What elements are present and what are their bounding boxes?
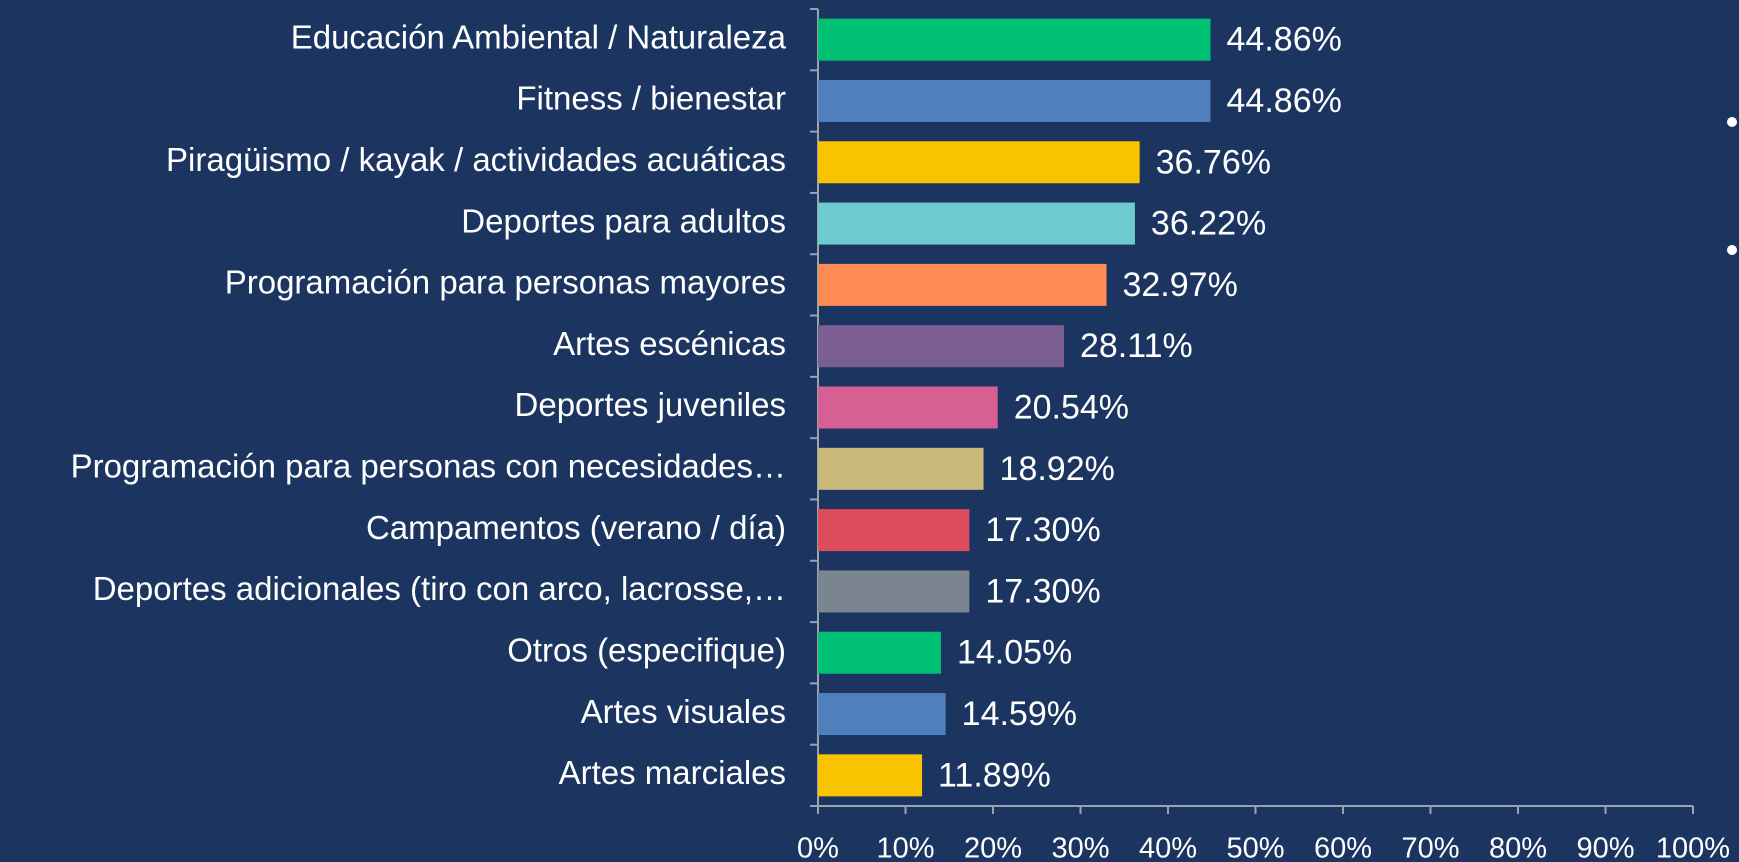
category-label: Deportes adicionales (tiro con arco, lac… [93, 570, 786, 607]
category-label: Fitness / bienestar [516, 80, 786, 117]
x-tick-label: 30% [1051, 833, 1109, 862]
bar [818, 325, 1064, 368]
value-label: 44.86% [1227, 82, 1342, 120]
x-tick-label: 10% [876, 833, 934, 862]
bar [818, 79, 1211, 122]
bullet [1727, 245, 1737, 255]
bar [818, 386, 998, 429]
value-label: 17.30% [985, 511, 1100, 549]
bar [818, 509, 970, 552]
bar [818, 447, 984, 490]
bar [818, 202, 1135, 245]
x-tick-label: 50% [1226, 833, 1284, 862]
category-label: Deportes para adultos [461, 202, 786, 239]
value-label: 44.86% [1227, 21, 1342, 59]
x-tick-label: 100% [1656, 833, 1730, 862]
value-label: 36.76% [1156, 143, 1271, 181]
value-label: 14.59% [962, 695, 1077, 733]
bar [818, 18, 1211, 61]
category-label: Educación Ambiental / Naturaleza [291, 18, 787, 55]
category-label: Otros (especifique) [507, 631, 786, 668]
bar [818, 141, 1140, 184]
category-label: Artes visuales [581, 693, 786, 730]
bar [818, 570, 970, 613]
x-tick-label: 80% [1489, 833, 1547, 862]
bar [818, 263, 1107, 306]
bar [818, 754, 923, 797]
value-label: 17.30% [985, 572, 1100, 610]
x-tick-label: 40% [1139, 833, 1197, 862]
category-label: Artes marciales [559, 754, 786, 791]
category-label: Piragüismo / kayak / actividades acuátic… [166, 141, 786, 178]
bullet [1727, 117, 1737, 127]
value-label: 28.11% [1080, 327, 1193, 365]
value-label: 18.92% [1000, 450, 1115, 488]
category-label: Deportes juveniles [515, 386, 786, 423]
category-label: Artes escénicas [553, 325, 786, 362]
category-label: Campamentos (verano / día) [366, 509, 786, 546]
x-tick-label: 0% [797, 833, 839, 862]
bar [818, 693, 946, 736]
value-label: 32.97% [1122, 266, 1237, 304]
value-label: 36.22% [1151, 205, 1266, 243]
x-tick-label: 20% [964, 833, 1022, 862]
x-tick-label: 60% [1314, 833, 1372, 862]
value-label: 20.54% [1014, 388, 1129, 426]
x-tick-label: 90% [1576, 833, 1634, 862]
category-label: Programación para personas con necesidad… [71, 448, 786, 485]
x-tick-label: 70% [1401, 833, 1459, 862]
value-label: 14.05% [957, 634, 1072, 672]
category-label: Programación para personas mayores [225, 264, 786, 301]
bar [818, 631, 941, 674]
value-label: 11.89% [938, 756, 1051, 794]
